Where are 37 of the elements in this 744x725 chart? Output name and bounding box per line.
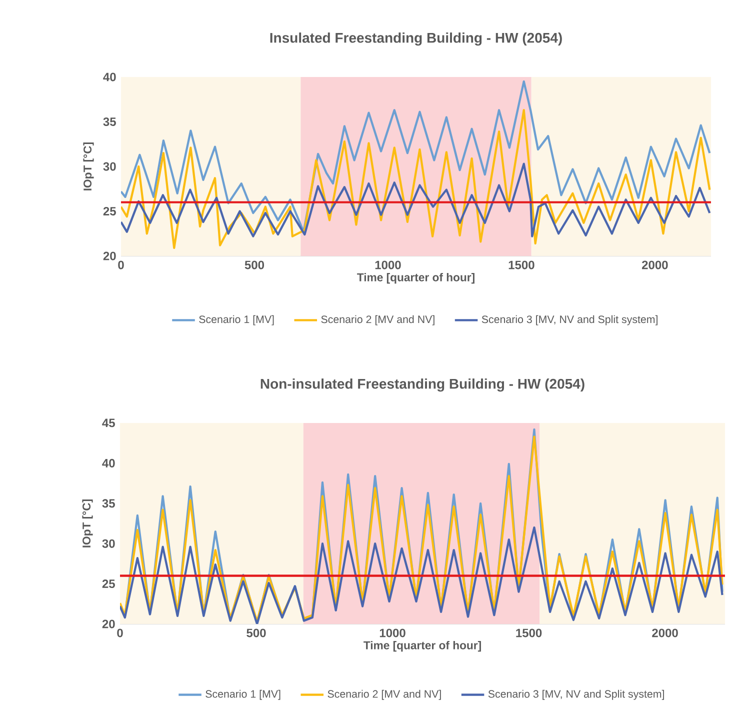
legend-label: Scenario 3 [MV, NV and Split system] bbox=[488, 690, 664, 700]
x-tick-label: 1500 bbox=[508, 260, 534, 270]
legend-label: Scenario 2 [MV and NV] bbox=[328, 690, 441, 700]
x-tick-label: 0 bbox=[117, 628, 123, 638]
x-axis-title: Time [quarter of hour] bbox=[357, 273, 474, 284]
y-tick-label: 35 bbox=[102, 499, 115, 508]
y-tick-label: 20 bbox=[103, 252, 116, 260]
y-tick-label: 20 bbox=[102, 620, 115, 628]
x-axis-title: Time [quarter of hour] bbox=[364, 641, 481, 652]
y-tick-label: 30 bbox=[102, 539, 115, 548]
y-tick-label: 30 bbox=[103, 162, 116, 171]
y-axis-title: IOpT [°C] bbox=[83, 142, 94, 190]
x-tick-label: 1500 bbox=[516, 628, 542, 638]
x-tick-label: 1000 bbox=[380, 628, 406, 638]
x-tick-label: 2000 bbox=[652, 628, 678, 638]
y-tick-label: 40 bbox=[103, 72, 116, 82]
x-tick-label: 1000 bbox=[375, 260, 401, 270]
y-tick-label: 25 bbox=[103, 206, 116, 216]
line-series bbox=[121, 109, 711, 250]
y-axis-title: IOpT [°C] bbox=[82, 500, 93, 548]
x-tick-label: 500 bbox=[244, 260, 264, 270]
chart-title: Non-insulated Freestanding Building - HW (2054) bbox=[260, 378, 584, 392]
x-tick-label: 500 bbox=[246, 628, 266, 638]
y-tick-label: 25 bbox=[102, 580, 115, 588]
line-series bbox=[121, 162, 711, 238]
x-tick-label: 0 bbox=[118, 260, 124, 270]
y-tick-label: 40 bbox=[102, 458, 115, 468]
line-series bbox=[121, 80, 711, 233]
legend-label: Scenario 1 [MV] bbox=[206, 690, 280, 700]
x-tick-label: 2000 bbox=[642, 260, 668, 270]
chart-title: Insulated Freestanding Building - HW (2054) bbox=[270, 32, 562, 46]
y-tick-label: 35 bbox=[103, 117, 116, 126]
line-series bbox=[120, 526, 724, 624]
legend-label: Scenario 1 [MV] bbox=[199, 315, 274, 326]
y-tick-label: 45 bbox=[102, 418, 115, 428]
legend-label: Scenario 2 [MV and NV] bbox=[321, 315, 434, 326]
legend-label: Scenario 3 [MV, NV and Split system] bbox=[482, 315, 658, 326]
